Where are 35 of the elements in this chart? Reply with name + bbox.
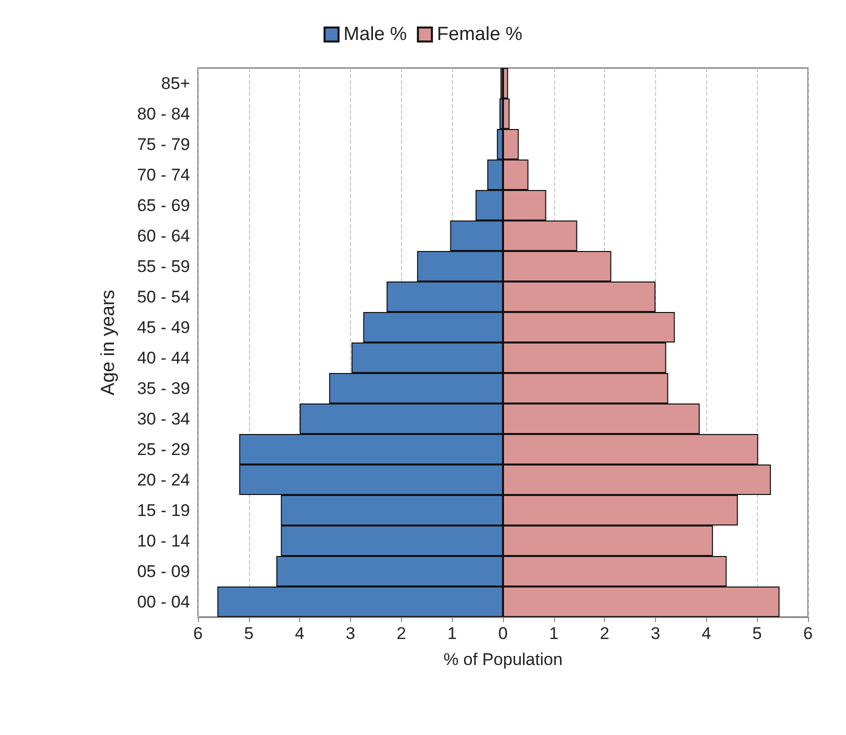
y-tick-label: 15 - 19 (137, 500, 190, 520)
x-tick-label: 6 (193, 624, 203, 643)
y-tick-label: 45 - 49 (137, 318, 190, 337)
y-tick-label: 20 - 24 (137, 470, 190, 490)
y-axis-title: Age in years (98, 290, 119, 396)
x-tick-label: 4 (294, 624, 304, 643)
x-tick-label: 3 (346, 624, 356, 643)
x-axis-title: % of Population (443, 650, 563, 669)
x-tick-label: 0 (498, 624, 508, 643)
x-tick-label: 2 (396, 624, 406, 643)
y-tick-label: 10 - 14 (137, 531, 190, 550)
y-tick-label: 55 - 59 (137, 256, 190, 276)
x-tick-label: 6 (803, 624, 813, 643)
legend-label: Male % (344, 24, 408, 45)
y-tick-label: 80 - 84 (137, 104, 190, 124)
x-tick-label: 5 (752, 624, 762, 643)
x-tick-label: 2 (600, 624, 610, 643)
legend-label: Female % (436, 24, 523, 45)
y-tick-label: 40 - 44 (137, 348, 190, 368)
y-tick-label: 25 - 29 (137, 440, 190, 459)
y-tick-label: 70 - 74 (137, 165, 190, 184)
x-tick-label: 5 (244, 624, 254, 643)
x-tick-label: 4 (702, 624, 712, 643)
y-tick-label: 75 - 79 (137, 134, 190, 154)
y-tick-label: 50 - 54 (137, 287, 190, 306)
y-tick-label: 30 - 34 (137, 409, 190, 428)
y-tick-label: 65 - 69 (137, 196, 190, 215)
y-tick-label: 00 - 04 (137, 592, 190, 612)
y-tick-label: 85+ (161, 74, 190, 93)
x-tick-label: 1 (549, 624, 559, 643)
y-tick-label: 35 - 39 (137, 378, 190, 398)
y-tick-label: 05 - 09 (137, 562, 190, 581)
x-tick-label: 3 (650, 624, 660, 643)
x-tick-label: 1 (447, 624, 457, 643)
y-tick-label: 60 - 64 (137, 226, 190, 246)
